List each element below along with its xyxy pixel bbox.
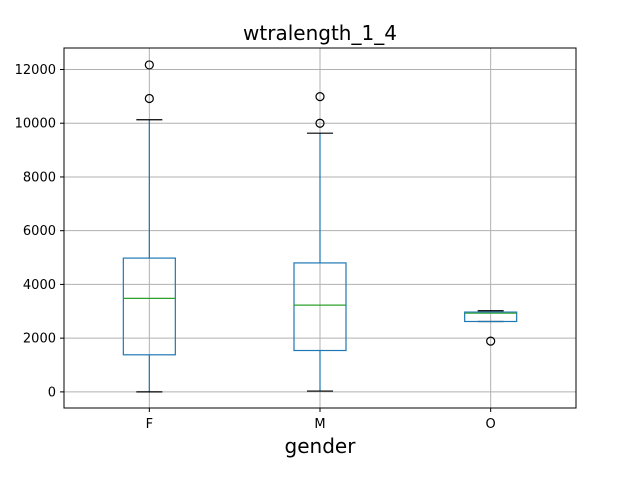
outlier-point xyxy=(144,93,154,104)
box-group-F xyxy=(122,60,176,393)
y-tick-label: 4000 xyxy=(23,278,56,293)
outlier-point xyxy=(315,92,325,102)
box-group-M xyxy=(293,92,347,392)
outlier-point xyxy=(486,336,496,346)
outlier-point xyxy=(144,60,154,70)
y-tick-label: 10000 xyxy=(15,117,56,132)
x-tick-label: F xyxy=(146,417,153,432)
y-tick-label: 0 xyxy=(48,385,56,400)
x-axis-label: gender xyxy=(285,434,357,458)
y-tick-label: 6000 xyxy=(23,224,56,239)
chart-title: wtralength_1_4 xyxy=(243,21,397,45)
iqr-box xyxy=(464,311,518,323)
outlier-point xyxy=(315,118,325,128)
x-tick-label: M xyxy=(314,417,325,432)
box-group-O xyxy=(464,310,518,346)
iqr-box xyxy=(122,257,176,356)
y-axis-ticks: 0 2000 4000 6000 8000 10000 12000 xyxy=(15,63,64,400)
x-tick-label: O xyxy=(486,417,496,432)
box-series xyxy=(122,60,518,393)
y-tick-label: 2000 xyxy=(23,332,56,347)
y-tick-label: 8000 xyxy=(23,170,56,185)
iqr-box xyxy=(293,262,347,352)
y-tick-label: 12000 xyxy=(15,63,56,78)
